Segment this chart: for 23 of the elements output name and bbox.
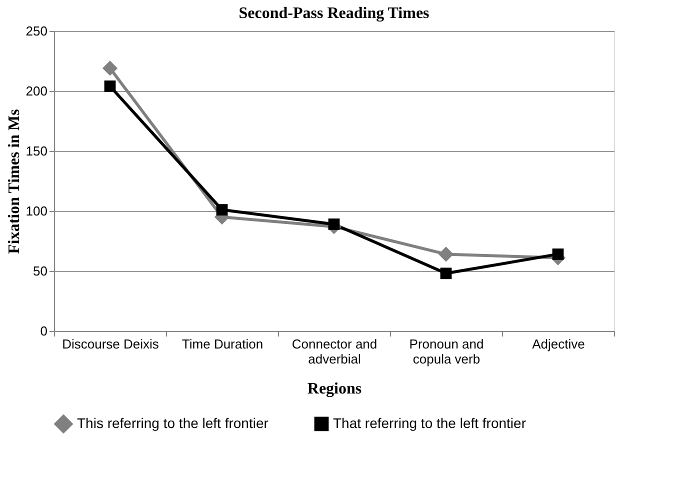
y-tick-label: 100 [26, 204, 48, 218]
y-axis-title: Fixation Times in Ms [6, 109, 23, 254]
x-tick-label: Time Duration [182, 336, 264, 352]
point [552, 248, 564, 260]
x-tick-label: Adjective [532, 336, 585, 352]
x-tick-label: Discourse Deixis [62, 336, 160, 352]
point [438, 246, 454, 262]
y-tick-label: 150 [26, 144, 48, 158]
point [104, 80, 116, 92]
point [102, 60, 118, 76]
y-tick-label: 200 [26, 84, 48, 98]
point [216, 204, 228, 216]
x-tick-label: Pronoun and copula verb [409, 336, 484, 366]
y-tick-label: 0 [40, 324, 48, 338]
x-tick-label: Connector and adverbial [292, 336, 378, 366]
point [440, 268, 452, 280]
chart-title: Second-Pass Reading Times [238, 5, 430, 22]
legend-label: That referring to the left frontier [333, 414, 526, 431]
y-tick-label: 50 [33, 264, 48, 278]
legend-label: This referring to the left frontier [77, 414, 269, 431]
y-tick-label: 250 [26, 24, 48, 38]
x-axis-title: Regions [307, 380, 362, 398]
point [328, 218, 340, 230]
